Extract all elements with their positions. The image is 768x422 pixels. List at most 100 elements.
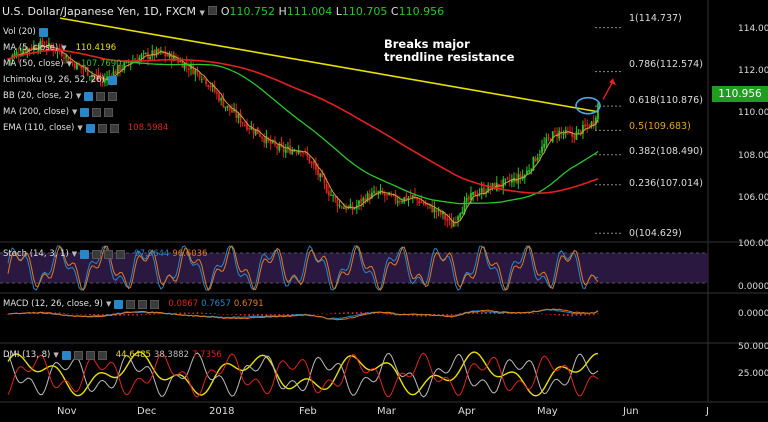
candle-body — [168, 53, 171, 57]
candle-body — [371, 192, 373, 199]
candle-body — [571, 132, 574, 137]
macd-hist-bar — [541, 313, 543, 315]
macd-hist-bar — [54, 312, 57, 314]
candle-body — [433, 207, 436, 213]
more-icon[interactable] — [116, 249, 126, 259]
eye-icon[interactable] — [84, 91, 94, 101]
candle-body — [265, 136, 268, 144]
candle-body — [530, 169, 533, 171]
indicator-vol[interactable]: Vol (20) — [3, 27, 48, 37]
price-tick: 114.000 — [738, 24, 768, 34]
macd-hist-bar — [170, 313, 173, 314]
indicator-ma200[interactable]: MA (200, close) ▼ — [3, 107, 114, 117]
dmi-legend[interactable]: DMI (13, 8) ▼ 44.6485 38.3882 7.7356 — [3, 350, 222, 360]
close-icon[interactable] — [109, 123, 119, 133]
last-price-tag: 110.956 — [712, 86, 768, 102]
chevron-down-icon[interactable]: ▼ — [61, 44, 67, 52]
chevron-down-icon[interactable]: ▼ — [72, 108, 78, 116]
macd-hist-bar — [317, 314, 319, 315]
candle-body — [396, 201, 399, 204]
candle-body — [194, 69, 197, 75]
candle-body — [519, 174, 522, 178]
eye-icon[interactable] — [85, 123, 95, 133]
stoch-tick: 100.0000 — [738, 239, 768, 249]
macd-hist-bar — [325, 313, 328, 315]
indicator-ichimoku[interactable]: Ichimoku (9, 26, 52, 26) — [3, 75, 117, 85]
up-arrow — [602, 80, 614, 100]
close-icon[interactable] — [108, 91, 118, 101]
candle-body — [259, 133, 261, 137]
candle-body — [431, 205, 434, 213]
candle-body — [379, 190, 382, 192]
indicator-ma50[interactable]: MA (50, close) ▼ 107.7690 — [3, 59, 122, 69]
candle-body — [254, 129, 257, 135]
candle-body — [22, 50, 24, 55]
macd-hist-bar — [545, 313, 548, 315]
settings-icon[interactable] — [126, 299, 136, 309]
chevron-down-icon[interactable]: ▼ — [199, 9, 205, 17]
macd-hist-bar — [248, 314, 250, 317]
eye-icon[interactable] — [80, 107, 90, 117]
macd-hist-bar — [127, 314, 130, 316]
macd-hist-bar — [549, 314, 552, 315]
eye-icon[interactable] — [114, 299, 124, 309]
settings-icon[interactable] — [92, 107, 102, 117]
macd-hist-bar — [485, 311, 487, 314]
candle-body — [60, 49, 63, 57]
candle-body — [196, 71, 199, 73]
candle-body — [362, 197, 365, 202]
candle-body — [239, 113, 242, 123]
symbol-title[interactable]: U.S. Dollar/Japanese Yen, 1D, FXCM — [2, 5, 196, 18]
candle-body — [405, 195, 408, 201]
chevron-down-icon[interactable]: ▼ — [71, 250, 78, 258]
indicator-ma5[interactable]: MA (5, close) ▼ 110.4196 — [3, 43, 116, 53]
chevron-down-icon[interactable]: ▼ — [77, 124, 83, 132]
more-icon[interactable] — [97, 350, 107, 360]
close-icon[interactable] — [104, 249, 114, 259]
settings-icon[interactable] — [208, 6, 218, 15]
chevron-down-icon[interactable]: ▼ — [75, 92, 82, 100]
settings-icon[interactable] — [97, 123, 107, 133]
eye-icon[interactable] — [80, 249, 90, 259]
dmi-minus-value: 7.7356 — [192, 350, 222, 360]
macd-hist-bar — [386, 314, 388, 315]
candle-body — [114, 71, 117, 74]
x-axis-label: J — [706, 406, 709, 417]
macd-legend[interactable]: MACD (12, 26, close, 9) ▼ 0.0867 0.7657 … — [3, 299, 264, 309]
close-icon[interactable] — [138, 299, 148, 309]
settings-icon[interactable] — [92, 249, 102, 259]
candle-body — [228, 105, 231, 111]
candle-body — [13, 53, 16, 58]
candle-body — [282, 145, 285, 152]
candle-body — [252, 128, 255, 133]
macd-hist-bar — [351, 312, 354, 314]
settings-icon[interactable] — [96, 91, 106, 101]
candle-body — [444, 214, 447, 220]
macd-hist-bar — [119, 314, 121, 316]
indicator-bb[interactable]: BB (20, close, 2) ▼ — [3, 91, 118, 101]
close-icon[interactable] — [85, 350, 95, 360]
macd-hist-bar — [459, 312, 461, 314]
dmi-plus-value: 38.3882 — [153, 350, 190, 360]
more-icon[interactable] — [150, 299, 160, 309]
candle-body — [526, 170, 528, 175]
candle-body — [71, 62, 74, 64]
macd-hist-bar — [528, 313, 530, 314]
macd-hist-bar — [63, 313, 65, 314]
indicator-ema[interactable]: EMA (110, close) ▼ 108.5984 — [3, 123, 168, 133]
chevron-down-icon[interactable]: ▼ — [105, 300, 112, 308]
chevron-down-icon[interactable]: ▼ — [66, 60, 72, 68]
stoch-d-line — [7, 245, 599, 291]
eye-icon[interactable] — [38, 27, 48, 37]
close-icon[interactable] — [104, 107, 114, 117]
chevron-down-icon[interactable]: ▼ — [53, 351, 59, 359]
candle-body — [24, 48, 27, 52]
stoch-legend[interactable]: Stoch (14, 3, 1) ▼ 97.9644 96.6036 — [3, 249, 207, 259]
settings-icon[interactable] — [73, 350, 83, 360]
candle-body — [269, 139, 272, 145]
candle-body — [312, 160, 315, 165]
candle-body — [457, 216, 459, 221]
eye-icon[interactable] — [61, 350, 71, 360]
eye-icon[interactable] — [107, 75, 117, 85]
macd-hist-bar — [84, 314, 87, 315]
